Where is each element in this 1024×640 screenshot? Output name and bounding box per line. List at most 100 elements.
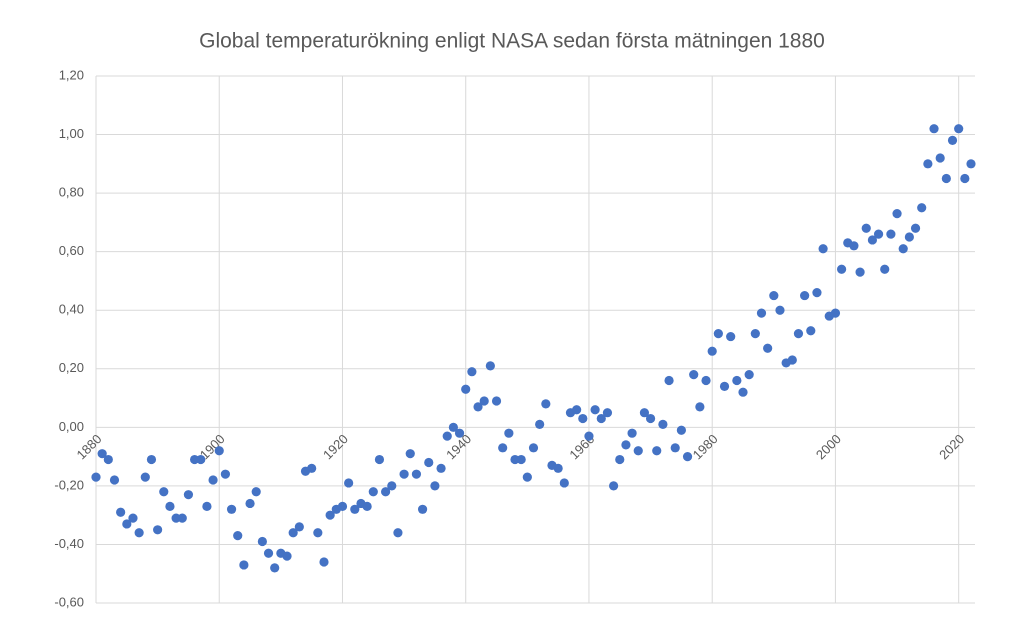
- data-point: [806, 326, 816, 336]
- data-point: [787, 355, 797, 365]
- data-point: [880, 264, 890, 274]
- data-point: [609, 481, 619, 491]
- data-point: [196, 454, 206, 465]
- data-point: [442, 431, 452, 441]
- data-point: [257, 536, 267, 547]
- data-point: [516, 454, 526, 465]
- data-point: [836, 264, 847, 274]
- data-point: [763, 343, 773, 353]
- data-point: [405, 449, 415, 459]
- data-point: [473, 402, 483, 412]
- y-tick-label: 1,00: [59, 126, 84, 141]
- data-point: [128, 513, 138, 523]
- data-point: [849, 241, 859, 251]
- data-point: [602, 408, 613, 418]
- data-point: [584, 431, 594, 441]
- data-point: [898, 244, 908, 254]
- data-point: [208, 475, 218, 485]
- data-point: [627, 428, 637, 438]
- data-point: [411, 469, 422, 479]
- data-point: [917, 203, 927, 213]
- data-point: [892, 209, 902, 219]
- data-point: [886, 229, 896, 239]
- data-point: [954, 124, 964, 134]
- data-point: [140, 472, 150, 482]
- data-point: [485, 361, 495, 371]
- y-tick-label: -0,40: [54, 536, 84, 551]
- data-point: [344, 478, 354, 488]
- data-point: [960, 173, 970, 184]
- data-point: [596, 413, 606, 424]
- data-point: [615, 454, 625, 465]
- y-tick-label: 0,00: [59, 419, 84, 434]
- data-point: [159, 487, 169, 497]
- data-point: [368, 487, 378, 497]
- data-point: [294, 522, 304, 532]
- data-point: [313, 528, 323, 538]
- data-point: [676, 425, 686, 435]
- data-point: [103, 454, 113, 465]
- data-point: [670, 443, 680, 453]
- data-point: [165, 501, 175, 511]
- data-point: [467, 367, 477, 377]
- data-point: [270, 563, 280, 573]
- data-point: [910, 223, 921, 233]
- data-point: [633, 446, 643, 456]
- data-point: [116, 507, 126, 517]
- data-point: [707, 346, 717, 356]
- data-point: [454, 428, 465, 438]
- data-point: [220, 469, 231, 479]
- data-point: [664, 375, 674, 386]
- data-point: [337, 501, 348, 511]
- data-point: [325, 510, 335, 520]
- data-point: [873, 229, 884, 239]
- data-point: [639, 408, 650, 418]
- data-point: [430, 481, 440, 491]
- data-point: [424, 457, 434, 468]
- data-point: [491, 396, 502, 406]
- data-point: [941, 173, 951, 184]
- data-point: [202, 501, 212, 511]
- data-point: [387, 481, 397, 491]
- data-point: [350, 504, 360, 514]
- y-tick-label: -0,20: [54, 477, 84, 492]
- data-point: [818, 244, 828, 254]
- data-point: [701, 375, 711, 386]
- data-point: [726, 331, 736, 342]
- data-point: [146, 454, 157, 465]
- data-point: [528, 443, 539, 453]
- data-point: [744, 370, 754, 380]
- data-point: [522, 472, 532, 482]
- data-point: [621, 440, 631, 450]
- data-point: [183, 490, 194, 500]
- data-point: [177, 513, 187, 523]
- x-tick-label: 1920: [320, 431, 351, 462]
- x-tick-label: 2000: [813, 431, 844, 462]
- data-point: [479, 396, 489, 406]
- data-point: [282, 551, 292, 561]
- data-point: [307, 463, 317, 473]
- data-point: [239, 560, 249, 570]
- data-point: [362, 501, 372, 511]
- data-point: [689, 370, 699, 380]
- data-point: [645, 413, 656, 424]
- data-point: [541, 399, 551, 409]
- data-point: [855, 267, 865, 277]
- data-point: [947, 135, 958, 146]
- data-point: [122, 519, 132, 529]
- data-point: [553, 463, 563, 473]
- chart-title: Global temperaturökning enligt NASA seda…: [199, 30, 825, 53]
- data-point: [91, 472, 101, 482]
- y-tick-label: 0,80: [59, 185, 84, 200]
- data-point: [374, 454, 385, 465]
- data-point: [861, 223, 871, 233]
- data-point: [417, 504, 428, 514]
- data-point: [590, 405, 600, 415]
- data-point: [498, 443, 508, 453]
- data-point: [867, 235, 878, 245]
- data-point: [769, 290, 779, 301]
- data-point: [448, 422, 458, 432]
- data-point: [966, 159, 976, 169]
